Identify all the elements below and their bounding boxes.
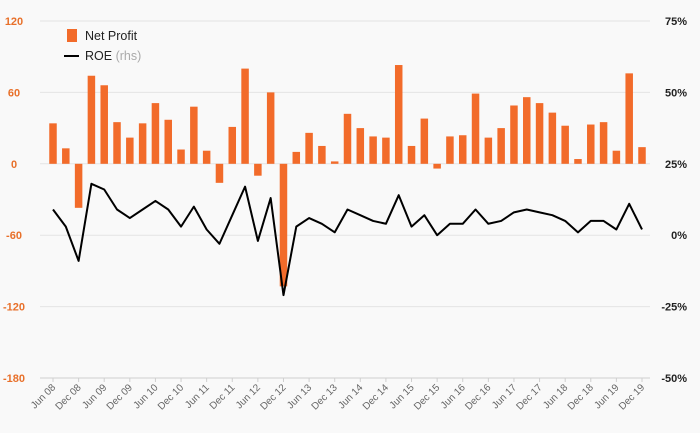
net-profit-bar [279, 163, 288, 287]
net-profit-bar [330, 161, 339, 164]
net-profit-bar [215, 163, 224, 183]
left-tick-label: 60 [8, 87, 20, 99]
net-profit-bar [523, 97, 531, 164]
x-tick-label: Dec 15 [412, 382, 442, 412]
net-profit-bar [587, 124, 595, 164]
legend-label-roe-name: ROE [85, 49, 112, 63]
net-profit-bar [394, 65, 403, 164]
net-profit-bar [535, 103, 544, 164]
left-axis-ticks: 120 60 0 -60 -120 -180 [3, 16, 25, 385]
net-profit-bar [138, 123, 147, 164]
net-profit-bar [510, 105, 518, 164]
net-profit-bar [420, 118, 429, 164]
net-profit-bar [382, 137, 390, 164]
legend-swatch-net-profit [67, 29, 77, 42]
net-profit-bar [305, 132, 313, 164]
net-profit-bar [126, 137, 134, 164]
roe-line-group [52, 182, 643, 297]
net-profit-bar [202, 150, 211, 164]
net-profit-bar [266, 92, 275, 164]
right-tick-label: -25% [661, 302, 687, 314]
right-tick-label: 75% [665, 16, 687, 28]
x-tick-label: Dec 17 [515, 382, 545, 412]
left-tick-label: 0 [11, 159, 17, 171]
net-profit-bar [458, 135, 467, 164]
x-tick-label: Jun 16 [439, 382, 468, 411]
x-tick-label: Jun 12 [234, 382, 263, 411]
legend: Net Profit ROE (rhs) [64, 29, 141, 63]
net-profit-bar [574, 159, 582, 164]
net-profit-bar [62, 148, 70, 164]
net-profit-bar [612, 150, 621, 164]
x-tick-label: Jun 17 [490, 382, 519, 411]
x-tick-label: Dec 19 [617, 382, 647, 412]
roe-line [52, 182, 643, 297]
x-tick-label: Jun 15 [388, 382, 417, 411]
net-profit-bar [599, 122, 608, 164]
x-tick-label: Dec 10 [156, 382, 186, 412]
legend-label-net-profit: Net Profit [85, 29, 138, 43]
x-tick-label: Jun 10 [132, 382, 161, 411]
net-profit-bar [407, 145, 416, 164]
right-tick-label: -50% [661, 373, 687, 385]
net-profit-bar [497, 128, 505, 164]
left-tick-label: -120 [3, 302, 25, 314]
legend-label-roe-suffix: (rhs) [116, 49, 142, 63]
x-tick-label: Jun 13 [285, 382, 314, 411]
x-tick-label: Dec 08 [54, 382, 84, 412]
x-tick-label: Dec 12 [258, 382, 288, 412]
net-profit-bar [356, 128, 365, 164]
right-tick-label: 0% [671, 230, 687, 242]
net-profit-bar [177, 149, 185, 164]
net-profit-bar [254, 163, 262, 176]
net-profit-bar [561, 125, 569, 164]
right-axis-ticks: 75% 50% 25% 0% -25% -50% [661, 16, 687, 385]
net-profit-bar [190, 106, 198, 164]
x-tick-label: Dec 09 [105, 382, 135, 412]
net-profit-bar [113, 122, 121, 164]
left-tick-label: 120 [5, 16, 23, 28]
net-profit-bar [228, 126, 237, 164]
legend-label-roe: ROE (rhs) [85, 49, 141, 63]
net-profit-bars [49, 65, 646, 287]
net-profit-bar [625, 73, 633, 164]
x-tick-label: Jun 08 [29, 382, 58, 411]
net-profit-bar [100, 85, 108, 164]
x-tick-label: Dec 13 [310, 382, 340, 412]
net-profit-bar [87, 75, 96, 164]
net-profit-bar [164, 119, 172, 164]
left-tick-label: -180 [3, 373, 25, 385]
right-tick-label: 50% [665, 87, 687, 99]
right-tick-label: 25% [665, 159, 687, 171]
x-tick-label: Jun 14 [336, 382, 365, 411]
net-profit-bar [74, 163, 83, 208]
net-profit-bar [433, 163, 441, 169]
net-profit-bar [241, 68, 249, 164]
x-tick-label: Jun 19 [592, 382, 621, 411]
net-profit-bar [151, 103, 160, 164]
x-tick-label: Jun 09 [80, 382, 109, 411]
x-tick-label: Dec 11 [208, 382, 238, 412]
x-tick-label: Jun 18 [541, 382, 570, 411]
x-tick-label: Dec 16 [463, 382, 493, 412]
net-profit-bar [638, 147, 646, 164]
net-profit-bar [343, 113, 352, 164]
x-tick-label: Dec 14 [361, 382, 391, 412]
x-tick-label: Jun 11 [183, 382, 212, 411]
net-profit-bar [446, 136, 454, 164]
net-profit-bar [318, 145, 326, 164]
gridlines [40, 20, 650, 379]
net-profit-bar [292, 151, 301, 164]
net-profit-bar [484, 137, 493, 164]
net-profit-bar [369, 136, 377, 164]
net-profit-bar [548, 112, 557, 164]
net-profit-bar [471, 93, 480, 164]
net-profit-bar [49, 123, 57, 164]
x-tick-label: Dec 18 [566, 382, 596, 412]
left-tick-label: -60 [6, 230, 22, 242]
